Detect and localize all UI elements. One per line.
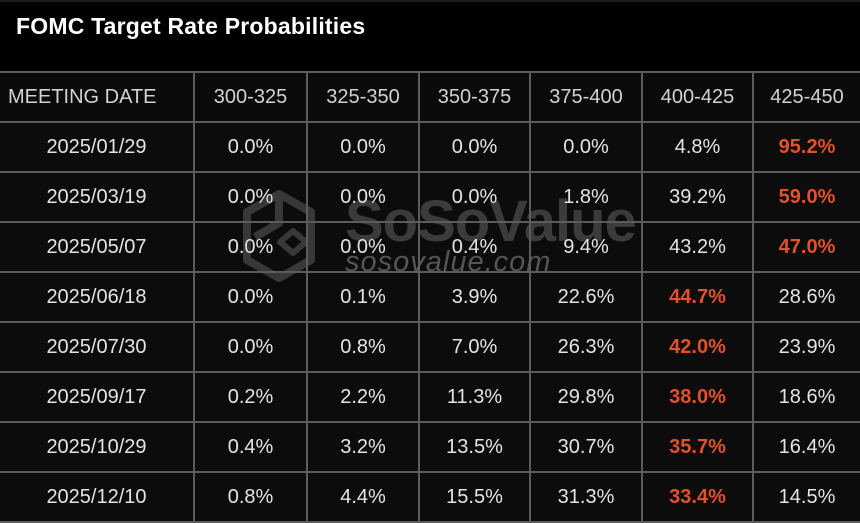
- probability-cell: 0.0%: [193, 221, 308, 273]
- probability-cell: 4.8%: [641, 121, 754, 173]
- window-top-edge: [0, 0, 860, 2]
- probability-cell: 29.8%: [529, 371, 643, 423]
- probability-cell: 0.0%: [418, 121, 531, 173]
- column-header-375-400: 375-400: [529, 71, 643, 123]
- meeting-date-cell: 2025/07/30: [0, 321, 195, 373]
- probability-cell: 4.4%: [306, 471, 420, 523]
- probability-cell: 13.5%: [418, 421, 531, 473]
- column-header-400-425: 400-425: [641, 71, 754, 123]
- table-header-row: MEETING DATE 300-325 325-350 350-375 375-400…: [0, 71, 860, 123]
- probability-cell: 0.0%: [193, 321, 308, 373]
- meeting-date-cell: 2025/03/19: [0, 171, 195, 223]
- meeting-date-cell: 2025/09/17: [0, 371, 195, 423]
- probability-cell-highlighted: 35.7%: [641, 421, 754, 473]
- header-row: MEETING DATE 300-325 325-350 350-375 375-400…: [0, 71, 860, 123]
- probability-cell: 11.3%: [418, 371, 531, 423]
- probability-cell: 0.0%: [193, 121, 308, 173]
- probability-cell: 0.8%: [193, 471, 308, 523]
- meeting-date-cell: 2025/01/29: [0, 121, 195, 173]
- probability-cell: 0.1%: [306, 271, 420, 323]
- column-header-meeting-date: MEETING DATE: [0, 71, 195, 123]
- probability-cell: 26.3%: [529, 321, 643, 373]
- meeting-date-cell: 2025/06/18: [0, 271, 195, 323]
- probability-cell: 28.6%: [752, 271, 860, 323]
- probability-cell: 0.8%: [306, 321, 420, 373]
- meeting-date-cell: 2025/10/29: [0, 421, 195, 473]
- probability-cell: 0.4%: [193, 421, 308, 473]
- column-header-425-450: 425-450: [752, 71, 860, 123]
- probability-cell: 14.5%: [752, 471, 860, 523]
- probability-cell: 23.9%: [752, 321, 860, 373]
- probability-cell: 22.6%: [529, 271, 643, 323]
- probability-cell: 9.4%: [529, 221, 643, 273]
- probability-cell: 0.0%: [306, 121, 420, 173]
- table-row: 2025/03/19 0.0% 0.0% 0.0% 1.8% 39.2% 59.0%: [0, 171, 860, 223]
- probability-cell: 16.4%: [752, 421, 860, 473]
- probability-cell: 1.8%: [529, 171, 643, 223]
- table-row: 2025/01/29 0.0% 0.0% 0.0% 0.0% 4.8% 95.2%: [0, 121, 860, 173]
- probability-cell: 0.4%: [418, 221, 531, 273]
- probability-cell: 0.0%: [306, 221, 420, 273]
- probability-cell: 3.9%: [418, 271, 531, 323]
- meeting-date-cell: 2025/12/10: [0, 471, 195, 523]
- probability-cell: 7.0%: [418, 321, 531, 373]
- probability-cell: 3.2%: [306, 421, 420, 473]
- table-row: 2025/07/30 0.0% 0.8% 7.0% 26.3% 42.0% 23.9%: [0, 321, 860, 373]
- probability-cell: 0.0%: [193, 171, 308, 223]
- probability-cell: 18.6%: [752, 371, 860, 423]
- probability-cell-highlighted: 47.0%: [752, 221, 860, 273]
- table-body: 2025/01/29 0.0% 0.0% 0.0% 0.0% 4.8% 95.2% 2025/…: [0, 121, 860, 523]
- table-row: 2025/05/07 0.0% 0.0% 0.4% 9.4% 43.2% 47.0%: [0, 221, 860, 273]
- table-row: 2025/12/10 0.8% 4.4% 15.5% 31.3% 33.4% 14.5%: [0, 471, 860, 523]
- table-row: 2025/06/18 0.0% 0.1% 3.9% 22.6% 44.7% 28.6%: [0, 271, 860, 323]
- probability-cell: 0.2%: [193, 371, 308, 423]
- table-row: 2025/09/17 0.2% 2.2% 11.3% 29.8% 38.0% 18.6%: [0, 371, 860, 423]
- probability-cell: 15.5%: [418, 471, 531, 523]
- column-header-350-375: 350-375: [418, 71, 531, 123]
- probability-cell: 0.0%: [529, 121, 643, 173]
- column-header-325-350: 325-350: [306, 71, 420, 123]
- column-header-300-325: 300-325: [193, 71, 308, 123]
- page-title: FOMC Target Rate Probabilities: [16, 13, 366, 39]
- probability-cell: 0.0%: [306, 171, 420, 223]
- probability-cell-highlighted: 95.2%: [752, 121, 860, 173]
- probability-cell: 0.0%: [193, 271, 308, 323]
- rate-probabilities-table: MEETING DATE 300-325 325-350 350-375 375-400…: [0, 71, 860, 523]
- probability-cell: 43.2%: [641, 221, 754, 273]
- probability-cell-highlighted: 44.7%: [641, 271, 754, 323]
- table-row: 2025/10/29 0.4% 3.2% 13.5% 30.7% 35.7% 16.4%: [0, 421, 860, 473]
- probability-cell: 30.7%: [529, 421, 643, 473]
- probability-cell: 39.2%: [641, 171, 754, 223]
- probability-cell-highlighted: 42.0%: [641, 321, 754, 373]
- probability-cell-highlighted: 59.0%: [752, 171, 860, 223]
- probability-cell: 31.3%: [529, 471, 643, 523]
- meeting-date-cell: 2025/05/07: [0, 221, 195, 273]
- probability-cell-highlighted: 38.0%: [641, 371, 754, 423]
- probability-cell-highlighted: 33.4%: [641, 471, 754, 523]
- probability-cell: 2.2%: [306, 371, 420, 423]
- title-bar: FOMC Target Rate Probabilities: [0, 2, 860, 71]
- probability-cell: 0.0%: [418, 171, 531, 223]
